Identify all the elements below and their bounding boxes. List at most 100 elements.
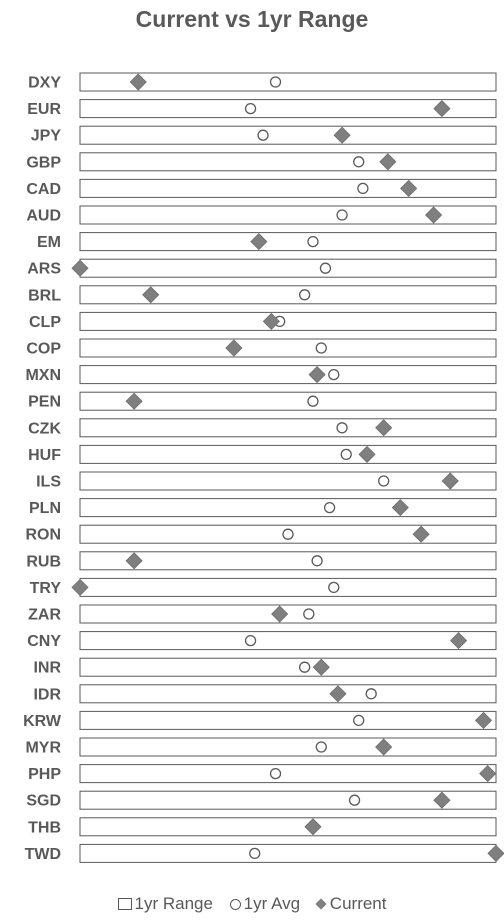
range-bar-krw: [79, 710, 497, 730]
chart-title: Current vs 1yr Range: [135, 6, 369, 32]
tick-label-php: PHP: [28, 766, 61, 783]
avg-marker-ars: [319, 262, 332, 274]
range-bar-ils: [79, 471, 497, 491]
current-marker-zar: [271, 605, 289, 623]
range-bar-thb: [79, 817, 497, 837]
current-marker-gbp: [379, 153, 397, 171]
tick-label-sgd: SGD: [26, 793, 61, 810]
avg-marker-ron: [282, 528, 294, 540]
tick-label-inr: INR: [33, 660, 61, 677]
avg-marker-cny: [244, 634, 257, 647]
tick-label-jpy: JPY: [31, 128, 62, 145]
avg-marker-czk: [336, 422, 348, 434]
current-marker-rub: [125, 552, 143, 570]
avg-marker-pen: [307, 395, 319, 407]
tick-label-myr: MYR: [25, 740, 61, 757]
avg-marker-myr: [315, 741, 327, 753]
avg-marker-idr: [365, 688, 377, 700]
range-bar-brl: [79, 285, 497, 305]
avg-marker-jpy: [257, 129, 269, 141]
avg-marker-aud: [336, 209, 348, 221]
range-bar-cny: [79, 631, 497, 651]
range-bar-mxn: [79, 365, 497, 385]
range-bar-clp: [79, 311, 497, 331]
avg-marker-dxy: [269, 76, 282, 88]
avg-marker-zar: [303, 608, 315, 620]
current-marker-ars: [71, 259, 89, 277]
tick-label-rub: RUB: [26, 553, 61, 570]
avg-marker-try: [328, 581, 340, 594]
current-marker-dxy: [129, 73, 147, 91]
current-marker-cop: [225, 339, 243, 357]
current-marker-jpy: [333, 126, 351, 144]
range-bar-cad: [79, 178, 497, 198]
range-bar-rub: [79, 551, 497, 571]
tick-label-twd: TWD: [25, 846, 61, 863]
avg-marker-huf: [340, 448, 352, 461]
range-bar-ars: [79, 258, 497, 278]
tick-label-pln: PLN: [29, 500, 61, 517]
current-marker-inr: [312, 658, 330, 676]
current-marker-php: [479, 765, 497, 783]
tick-label-ils: ILS: [36, 474, 61, 491]
current-marker-cad: [400, 179, 418, 197]
range-bar-em: [79, 232, 497, 252]
tick-label-thb: THB: [28, 819, 61, 836]
range-bar-eur: [79, 99, 497, 119]
tick-label-zar: ZAR: [28, 607, 61, 624]
legend-current-swatch: [315, 898, 327, 910]
current-marker-ron: [412, 525, 430, 543]
tick-label-cad: CAD: [26, 181, 61, 198]
range-bar-pen: [79, 391, 497, 411]
current-marker-thb: [304, 818, 322, 836]
avg-marker-sgd: [348, 794, 361, 806]
legend-item-current: Current: [315, 894, 386, 914]
current-marker-sgd: [433, 791, 451, 809]
range-bar-myr: [79, 737, 497, 757]
current-marker-myr: [375, 738, 393, 756]
tick-label-idr: IDR: [33, 686, 61, 703]
current-marker-pln: [391, 499, 409, 517]
avg-marker-eur: [244, 102, 257, 115]
current-marker-idr: [329, 685, 347, 703]
current-marker-eur: [433, 100, 451, 118]
range-bar-inr: [79, 657, 497, 677]
tick-label-brl: BRL: [28, 287, 61, 304]
avg-marker-cad: [357, 182, 369, 195]
current-marker-czk: [375, 419, 393, 437]
range-bar-try: [79, 577, 497, 597]
tick-label-em: EM: [37, 234, 61, 251]
range-bar-gbp: [79, 152, 497, 172]
avg-marker-mxn: [328, 368, 340, 381]
range-bar-cop: [79, 338, 497, 358]
tick-label-huf: HUF: [28, 447, 61, 464]
current-marker-aud: [425, 206, 443, 224]
current-marker-krw: [474, 711, 493, 729]
current-marker-huf: [358, 445, 376, 463]
tick-label-aud: AUD: [26, 208, 61, 225]
tick-label-ars: ARS: [27, 261, 61, 278]
tick-label-cop: COP: [26, 341, 61, 358]
current-marker-clp: [262, 312, 280, 330]
tick-label-krw: KRW: [23, 713, 62, 730]
legend: 1yr Range 1yr Avg Current: [0, 893, 504, 914]
tick-label-dxy: DXY: [28, 75, 61, 92]
tick-label-ron: RON: [25, 527, 61, 544]
range-bar-jpy: [79, 125, 497, 145]
current-marker-cny: [449, 632, 468, 650]
tick-label-mxn: MXN: [25, 367, 61, 384]
range-bar-idr: [79, 684, 497, 704]
avg-marker-twd: [249, 847, 261, 860]
tick-label-czk: CZK: [28, 420, 61, 437]
avg-marker-pln: [323, 501, 336, 514]
current-marker-ils: [441, 472, 459, 490]
tick-label-cny: CNY: [27, 633, 61, 650]
avg-marker-php: [269, 767, 282, 780]
legend-avg-label: 1yr Avg: [243, 893, 301, 913]
tick-label-eur: EUR: [27, 101, 61, 118]
current-marker-try: [71, 578, 89, 596]
legend-item-range: 1yr Range: [117, 894, 213, 914]
range-bar-sgd: [79, 790, 497, 810]
avg-marker-cop: [315, 342, 327, 354]
